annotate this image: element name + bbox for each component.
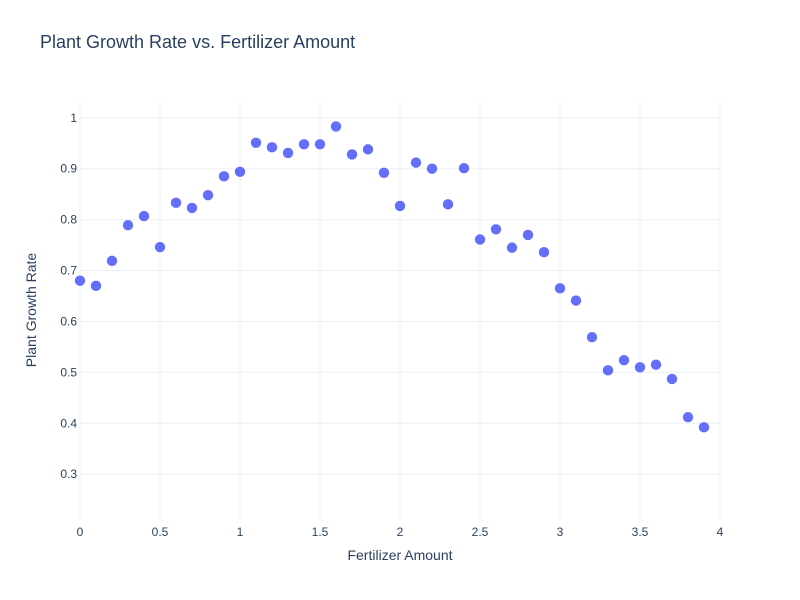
data-point[interactable] <box>362 144 374 155</box>
data-point[interactable] <box>506 242 518 253</box>
y-axis-title: Plant Growth Rate <box>23 253 39 368</box>
data-point[interactable] <box>266 142 278 153</box>
y-tick-label: 0.8 <box>60 213 77 227</box>
x-axis-ticks: 0 0.5 1 1.5 2 2.5 3 3.5 4 <box>77 525 724 539</box>
x-tick-label: 4 <box>717 525 724 539</box>
x-tick-label: 3 <box>557 525 564 539</box>
data-point[interactable] <box>346 149 358 160</box>
data-point[interactable] <box>154 241 166 253</box>
data-point[interactable] <box>634 362 646 373</box>
y-tick-label: 0.5 <box>60 365 77 379</box>
data-point[interactable] <box>570 295 582 306</box>
data-point[interactable] <box>314 139 326 150</box>
y-tick-label: 0.4 <box>60 416 77 430</box>
x-tick-label: 2.5 <box>472 525 489 539</box>
x-axis-title: Fertilizer Amount <box>347 547 452 563</box>
data-point[interactable] <box>394 200 406 212</box>
data-point[interactable] <box>282 147 294 159</box>
data-point[interactable] <box>474 234 486 245</box>
data-point[interactable] <box>554 283 566 294</box>
y-tick-label: 1 <box>70 111 77 125</box>
data-point[interactable] <box>170 197 182 209</box>
data-point[interactable] <box>666 373 678 385</box>
data-point[interactable] <box>618 354 630 366</box>
y-tick-label: 0.7 <box>60 264 77 278</box>
x-tick-label: 0.5 <box>152 525 169 539</box>
data-point[interactable] <box>378 167 390 178</box>
data-point[interactable] <box>602 365 614 376</box>
data-point[interactable] <box>426 163 438 174</box>
data-point[interactable] <box>298 139 310 150</box>
x-tick-label: 0 <box>77 525 84 539</box>
data-point[interactable] <box>442 199 454 210</box>
points-layer[interactable] <box>74 121 710 433</box>
data-point[interactable] <box>682 411 694 423</box>
data-point[interactable] <box>330 121 342 132</box>
data-point[interactable] <box>74 275 86 286</box>
y-tick-label: 0.6 <box>60 314 77 328</box>
data-point[interactable] <box>586 332 598 343</box>
data-point[interactable] <box>538 247 550 258</box>
data-point[interactable] <box>250 137 262 148</box>
data-point[interactable] <box>106 255 118 267</box>
x-tick-label: 1.5 <box>312 525 329 539</box>
data-point[interactable] <box>90 280 102 292</box>
data-point[interactable] <box>522 229 534 241</box>
data-point[interactable] <box>650 359 662 370</box>
grid-layer <box>79 100 721 520</box>
data-point[interactable] <box>218 171 230 182</box>
chart-title: Plant Growth Rate vs. Fertilizer Amount <box>40 32 356 52</box>
data-point[interactable] <box>186 202 198 214</box>
x-tick-label: 2 <box>397 525 404 539</box>
data-point[interactable] <box>202 190 214 201</box>
x-tick-label: 1 <box>237 525 244 539</box>
y-tick-label: 0.9 <box>60 162 77 176</box>
data-point[interactable] <box>138 210 150 222</box>
data-point[interactable] <box>458 163 470 174</box>
y-tick-label: 0.3 <box>60 467 77 481</box>
data-point[interactable] <box>234 166 246 177</box>
data-point[interactable] <box>410 157 422 168</box>
data-point[interactable] <box>698 422 710 433</box>
data-point[interactable] <box>122 220 134 231</box>
data-point[interactable] <box>490 224 502 235</box>
y-axis-ticks: 0.3 0.4 0.5 0.6 0.7 0.8 0.9 1 <box>60 111 77 481</box>
x-tick-label: 3.5 <box>632 525 649 539</box>
